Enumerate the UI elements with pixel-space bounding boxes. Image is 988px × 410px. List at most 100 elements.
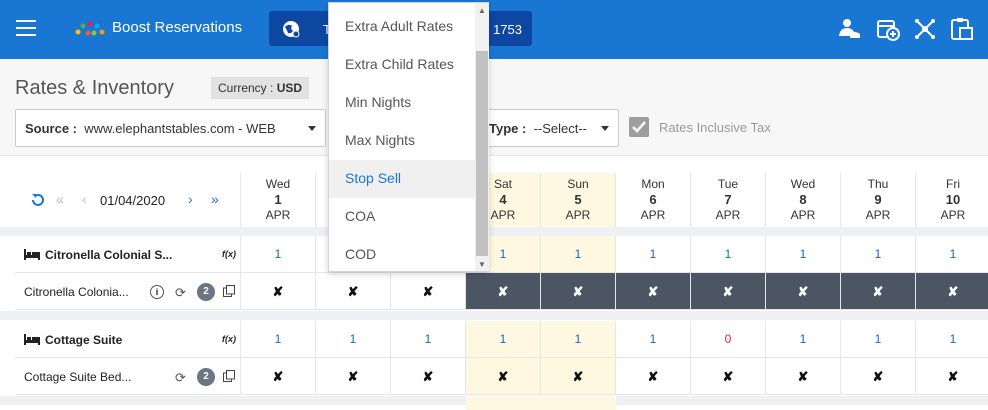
rates-inclusive-tax-checkbox[interactable] <box>629 117 649 137</box>
clipboard-icon[interactable] <box>948 16 974 42</box>
day-date: 9 <box>874 192 882 207</box>
chevron-down-icon <box>601 126 609 131</box>
day-date: 6 <box>649 192 657 207</box>
prev-button[interactable]: ‹ <box>82 191 87 207</box>
inventory-cell[interactable]: 1 <box>316 321 391 358</box>
dropdown-option[interactable]: COA <box>345 208 376 224</box>
globe-icon <box>283 21 300 38</box>
inventory-cell[interactable]: 1 <box>391 321 466 358</box>
inventory-cell[interactable]: 1 <box>241 321 316 358</box>
room-row-label[interactable]: Citronella Colonial S... f(x) <box>15 236 241 273</box>
scroll-up-icon[interactable]: ▲ <box>478 6 486 15</box>
inventory-cell[interactable]: 1 <box>916 321 988 358</box>
info-icon[interactable]: i <box>150 285 164 299</box>
dropdown-option[interactable]: Stop Sell <box>329 160 475 198</box>
row-separator <box>0 227 988 236</box>
dropdown-option[interactable]: Max Nights <box>345 132 416 148</box>
row-separator <box>0 311 988 320</box>
day-name: Thu <box>867 177 889 191</box>
inventory-cell[interactable]: 1 <box>841 321 916 358</box>
next-button[interactable]: › <box>188 191 193 207</box>
sync-icon[interactable]: ⟳ <box>175 285 186 300</box>
weekend-column-strip <box>466 396 541 410</box>
stop-sell-cell[interactable]: ✘ <box>241 273 316 310</box>
inventory-cell[interactable]: 1 <box>541 236 616 273</box>
stop-sell-cell[interactable]: ✘ <box>916 358 988 395</box>
stop-sell-cell[interactable]: ✘ <box>691 358 766 395</box>
first-page-button[interactable]: « <box>56 191 64 207</box>
stop-sell-cell[interactable]: ✘ <box>466 358 541 395</box>
stop-sell-cell[interactable]: ✘ <box>766 273 841 310</box>
day-name: Mon <box>641 177 665 191</box>
stop-sell-cell[interactable]: ✘ <box>466 273 541 310</box>
inventory-cell[interactable]: 1 <box>616 236 691 273</box>
room-row-label[interactable]: Cottage Suite f(x) <box>15 321 241 358</box>
inventory-cell[interactable]: 1 <box>616 321 691 358</box>
inventory-cell[interactable]: 1 <box>916 236 988 273</box>
rate-plan-row-label[interactable]: Citronella Colonia... i ⟳ 2 <box>15 273 241 310</box>
day-name: Sun <box>567 177 589 191</box>
stop-sell-cell[interactable]: ✘ <box>766 358 841 395</box>
inventory-cell[interactable]: 1 <box>766 236 841 273</box>
room-name: Cottage Suite <box>45 333 123 347</box>
stop-sell-cell[interactable]: ✘ <box>316 358 391 395</box>
stop-sell-cell[interactable]: ✘ <box>541 358 616 395</box>
refresh-icon[interactable] <box>31 193 45 207</box>
property-id: 1753 <box>493 22 522 37</box>
day-header: Thu 9 APR <box>841 173 916 227</box>
network-icon[interactable] <box>912 16 938 42</box>
rate-plan-row-label[interactable]: Cottage Suite Bed... ⟳ 2 <box>15 358 241 395</box>
sync-icon[interactable]: ⟳ <box>175 370 186 385</box>
team-icon[interactable] <box>836 16 862 42</box>
dropdown-scrollbar[interactable]: ▲ ▼ <box>475 3 489 271</box>
inventory-cell[interactable]: 1 <box>466 321 541 358</box>
formula-button[interactable]: f(x) <box>222 334 236 344</box>
dropdown-option[interactable]: Extra Adult Rates <box>345 18 454 34</box>
stop-sell-cell[interactable]: ✘ <box>841 273 916 310</box>
inventory-cell[interactable]: 1 <box>841 236 916 273</box>
date-navigator: « ‹ 01/04/2020 › » <box>15 173 241 227</box>
weekend-column-strip <box>541 396 616 410</box>
stop-sell-cell[interactable]: ✘ <box>841 358 916 395</box>
stop-sell-cell[interactable]: ✘ <box>691 273 766 310</box>
stop-sell-cell[interactable]: ✘ <box>541 273 616 310</box>
copy-icon[interactable] <box>223 370 235 382</box>
currency-value: USD <box>276 81 303 95</box>
type-value: --Select-- <box>533 121 588 136</box>
day-name: Sat <box>493 177 512 191</box>
day-month: APR <box>565 208 591 222</box>
inventory-cell[interactable]: 0 <box>691 321 766 358</box>
day-month: APR <box>715 208 741 222</box>
scroll-down-icon[interactable]: ▼ <box>478 260 486 269</box>
stop-sell-cell[interactable]: ✘ <box>391 273 466 310</box>
inventory-cell[interactable]: 1 <box>691 236 766 273</box>
last-page-button[interactable]: » <box>211 191 219 207</box>
day-header: Wed 1 APR <box>241 173 316 227</box>
inventory-cell[interactable]: 1 <box>241 236 316 273</box>
scroll-thumb[interactable] <box>476 51 488 256</box>
inventory-cell[interactable]: 1 <box>541 321 616 358</box>
formula-button[interactable]: f(x) <box>222 249 236 259</box>
stop-sell-cell[interactable]: ✘ <box>916 273 988 310</box>
day-name: Fri <box>946 177 960 191</box>
stop-sell-cell[interactable]: ✘ <box>316 273 391 310</box>
copy-icon[interactable] <box>223 285 235 297</box>
linked-count-badge[interactable]: 2 <box>197 283 215 301</box>
stop-sell-cell[interactable]: ✘ <box>616 358 691 395</box>
type-select[interactable]: Type : --Select-- <box>474 109 619 147</box>
source-select[interactable]: Source : www.elephantstables.com - WEB <box>15 109 326 147</box>
stop-sell-cell[interactable]: ✘ <box>241 358 316 395</box>
dropdown-option[interactable]: Min Nights <box>345 94 412 110</box>
linked-count-badge[interactable]: 2 <box>197 368 215 386</box>
rates-inclusive-tax-label: Rates Inclusive Tax <box>659 120 771 135</box>
day-header: Wed 8 APR <box>766 173 841 227</box>
dropdown-option[interactable]: COD <box>345 246 377 262</box>
chevron-down-icon <box>308 126 316 131</box>
inventory-cell[interactable]: 1 <box>766 321 841 358</box>
calendar-add-icon[interactable] <box>875 16 901 42</box>
stop-sell-cell[interactable]: ✘ <box>391 358 466 395</box>
day-name: Wed <box>790 177 816 191</box>
stop-sell-cell[interactable]: ✘ <box>616 273 691 310</box>
menu-icon[interactable] <box>16 20 36 36</box>
dropdown-option[interactable]: Extra Child Rates <box>345 56 454 72</box>
